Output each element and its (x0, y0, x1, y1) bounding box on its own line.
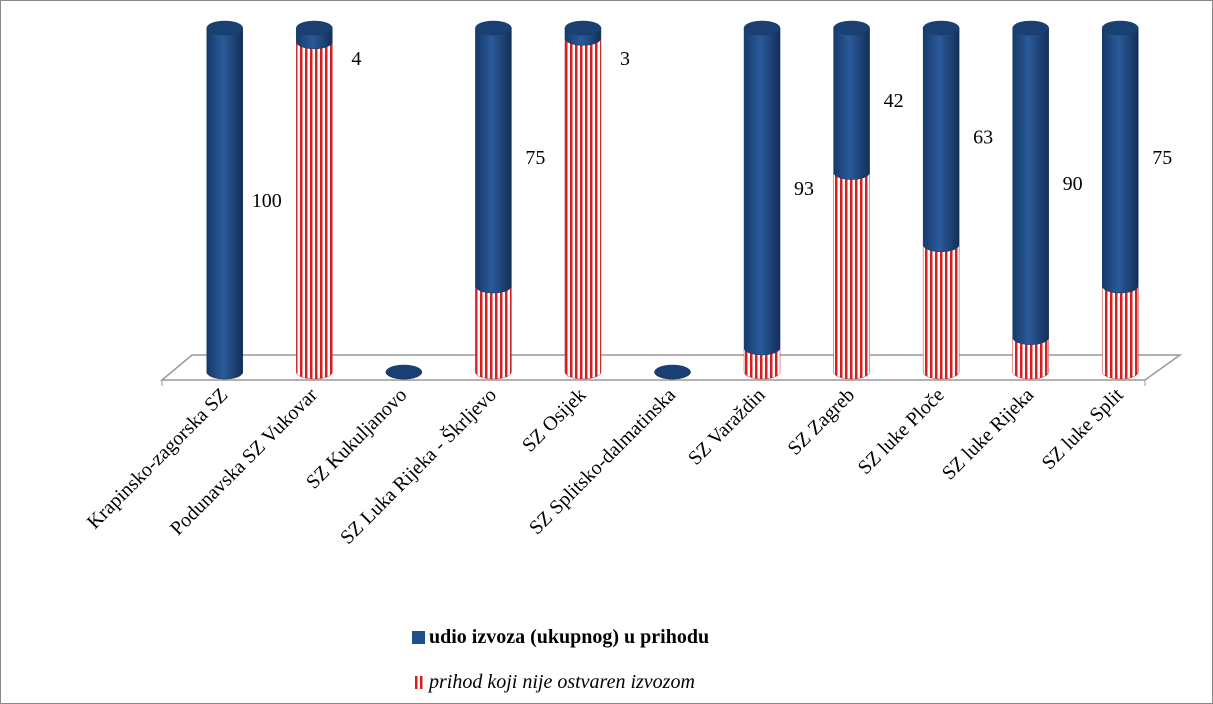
cylinder-segment (1012, 27, 1049, 345)
data-label-box (962, 120, 1005, 153)
cylinder-segment (743, 27, 781, 356)
cylinder-segment (833, 27, 870, 180)
cylinder-top (743, 20, 781, 36)
cylinder-segment (922, 244, 960, 380)
legend-swatch (412, 631, 425, 644)
data-label-box (1051, 166, 1094, 199)
legend-label: prihod koji nije ostvaren izvozom (427, 671, 695, 693)
legend-label: udio izvoza (ukupnog) u prihodu (429, 626, 709, 648)
cylinder-segment (564, 38, 602, 380)
data-label-box (335, 42, 378, 74)
legend-swatch (414, 676, 424, 689)
cylinder-segment (1101, 27, 1139, 294)
cylinder-segment (206, 27, 244, 380)
cylinder-top (475, 20, 512, 36)
data-label: 100 (252, 190, 282, 212)
cylinder-top (1101, 20, 1139, 36)
data-label-box (603, 42, 646, 74)
cylinder-segment (833, 172, 870, 380)
cylinder-top (833, 20, 870, 36)
cylinder-flat (385, 368, 422, 376)
data-label: 63 (973, 126, 993, 148)
cylinder-segment (922, 27, 960, 252)
cylinder-segment (296, 41, 333, 380)
data-label: 3 (620, 48, 630, 70)
cylinder-top (564, 20, 602, 36)
cylinder-flat (654, 368, 691, 376)
cylinder-top (1012, 20, 1049, 36)
cylinder-segment (475, 285, 512, 380)
data-label: 75 (525, 147, 545, 169)
cylinder-top (206, 20, 244, 36)
data-label: 93 (794, 178, 814, 200)
data-label-box (783, 171, 826, 204)
data-label-box (514, 141, 557, 173)
cylinder-top (922, 20, 960, 36)
data-label-box (245, 184, 288, 216)
cylinder-segment (475, 27, 512, 294)
data-label: 4 (351, 48, 361, 70)
data-label: 90 (1063, 173, 1083, 195)
data-label-box (872, 84, 915, 117)
data-label: 75 (1152, 147, 1172, 169)
data-label: 42 (884, 90, 904, 112)
cylinder-top (296, 20, 333, 36)
cylinder-segment (1101, 285, 1139, 380)
data-label-box (1141, 141, 1184, 173)
